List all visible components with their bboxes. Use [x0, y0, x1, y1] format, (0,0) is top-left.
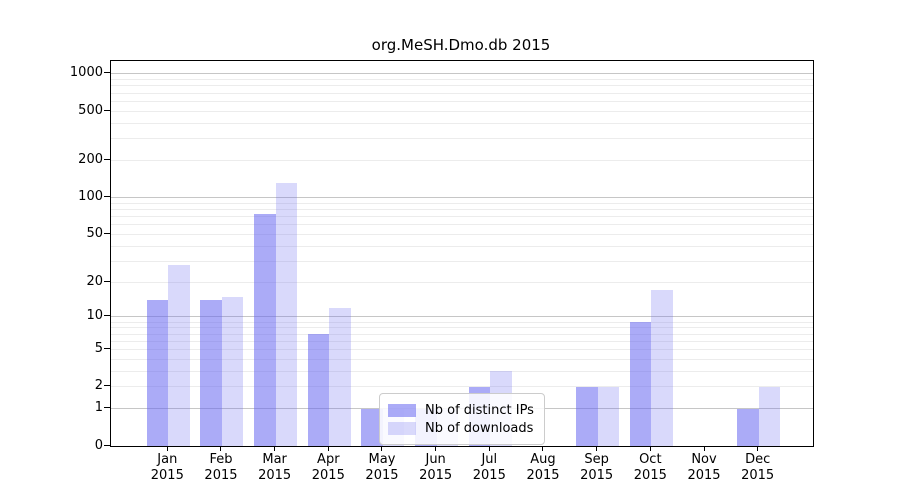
x-tick-mark: [649, 446, 651, 451]
x-tick-label-nov: Nov 2015: [687, 452, 721, 483]
x-tick-label-jan: Jan 2015: [150, 452, 184, 483]
y-tick-mark: [104, 195, 110, 197]
gridline-30: [111, 260, 813, 262]
x-tick-label-jun: Jun 2015: [419, 452, 453, 483]
gridline-1000: [111, 73, 813, 75]
x-tick-label-sep: Sep 2015: [580, 452, 614, 483]
y-tick-label-200: 200: [78, 151, 103, 167]
gridline-20: [111, 281, 813, 283]
x-tick-mark: [435, 446, 437, 451]
gridline-40: [111, 245, 813, 247]
bar-downloads: [221, 296, 244, 446]
bar-distinct-ips: [361, 408, 383, 446]
gridline-3: [111, 370, 813, 372]
x-tick-mark: [757, 446, 759, 451]
x-tick-mark: [488, 446, 490, 451]
gridline-200: [111, 159, 813, 161]
bar-downloads: [597, 386, 620, 446]
gridline-700: [111, 92, 813, 94]
y-tick-label-1000: 1000: [69, 65, 103, 81]
y-tick-label-10: 10: [86, 308, 103, 324]
bar-distinct-ips: [629, 322, 652, 446]
legend-item-distinct-ips: Nb of distinct IPs: [388, 402, 534, 418]
gridline-7: [111, 333, 813, 335]
gridline-9: [111, 321, 813, 323]
chart-title: org.MeSH.Dmo.db 2015: [371, 36, 551, 54]
gridline-6: [111, 340, 813, 342]
gridline-300: [111, 138, 813, 140]
gridline-90: [111, 202, 813, 204]
bar-distinct-ips: [307, 334, 330, 446]
y-tick-label-5: 5: [94, 341, 103, 356]
bar-downloads: [651, 290, 673, 446]
x-tick-mark: [381, 446, 383, 451]
bar-distinct-ips: [146, 300, 169, 446]
y-tick-label-20: 20: [86, 273, 103, 289]
gridline-900: [111, 79, 813, 81]
gridline-100: [111, 196, 813, 198]
x-tick-label-may: May 2015: [365, 452, 399, 483]
plot-area: Nb of distinct IPs Nb of downloads: [110, 60, 814, 447]
x-tick-label-mar: Mar 2015: [258, 452, 292, 483]
bar-distinct-ips: [254, 214, 276, 446]
gridline-80: [111, 208, 813, 210]
bar-downloads: [168, 264, 190, 446]
x-tick-mark: [166, 446, 168, 451]
legend-swatch-downloads-icon: [388, 421, 416, 435]
gridline-70: [111, 215, 813, 217]
y-tick-label-0: 0: [94, 437, 103, 453]
x-tick-mark: [596, 446, 598, 451]
y-tick-mark: [104, 280, 110, 282]
gridline-10: [111, 316, 813, 318]
legend-item-downloads: Nb of downloads: [388, 420, 534, 436]
y-tick-mark: [104, 158, 110, 160]
bar-distinct-ips: [737, 408, 759, 446]
y-tick-label-50: 50: [86, 225, 103, 241]
bar-distinct-ips: [200, 300, 222, 446]
x-tick-mark: [274, 446, 276, 451]
x-tick-label-apr: Apr 2015: [311, 452, 345, 483]
bar-downloads: [329, 307, 351, 446]
gridline-2: [111, 386, 813, 388]
gridline-400: [111, 122, 813, 124]
gridline-600: [111, 100, 813, 102]
y-tick-mark: [104, 407, 110, 409]
legend: Nb of distinct IPs Nb of downloads: [379, 393, 545, 445]
y-tick-mark: [104, 348, 110, 349]
y-tick-mark: [104, 315, 110, 317]
y-tick-label-100: 100: [78, 188, 103, 204]
y-tick-mark: [104, 232, 110, 234]
x-tick-label-feb: Feb 2015: [204, 452, 238, 483]
x-tick-mark: [327, 446, 329, 451]
gridline-800: [111, 85, 813, 87]
y-tick-mark: [104, 385, 110, 387]
legend-swatch-distinct-ips-icon: [388, 403, 416, 417]
x-tick-mark: [703, 446, 705, 451]
y-tick-mark: [104, 72, 110, 74]
bar-downloads: [275, 183, 298, 446]
gridline-60: [111, 224, 813, 226]
y-tick-label-1: 1: [94, 400, 103, 416]
x-tick-label-jul: Jul 2015: [472, 452, 506, 483]
x-tick-mark: [542, 446, 544, 451]
y-tick-mark: [104, 444, 110, 446]
bar-downloads: [758, 386, 781, 446]
x-tick-label-oct: Oct 2015: [633, 452, 667, 483]
gridline-8: [111, 327, 813, 329]
gridline-4: [111, 358, 813, 360]
y-tick-mark: [104, 109, 110, 111]
gridline-5: [111, 349, 813, 350]
legend-label-distinct-ips: Nb of distinct IPs: [425, 402, 534, 418]
x-tick-mark: [220, 446, 222, 451]
gridline-500: [111, 110, 813, 112]
x-tick-label-aug: Aug 2015: [526, 452, 560, 483]
y-tick-label-2: 2: [94, 378, 103, 394]
bar-distinct-ips: [576, 386, 598, 446]
legend-label-downloads: Nb of downloads: [425, 420, 534, 436]
x-tick-label-dec: Dec 2015: [741, 452, 775, 483]
y-tick-label-500: 500: [78, 102, 103, 118]
gridline-50: [111, 233, 813, 235]
